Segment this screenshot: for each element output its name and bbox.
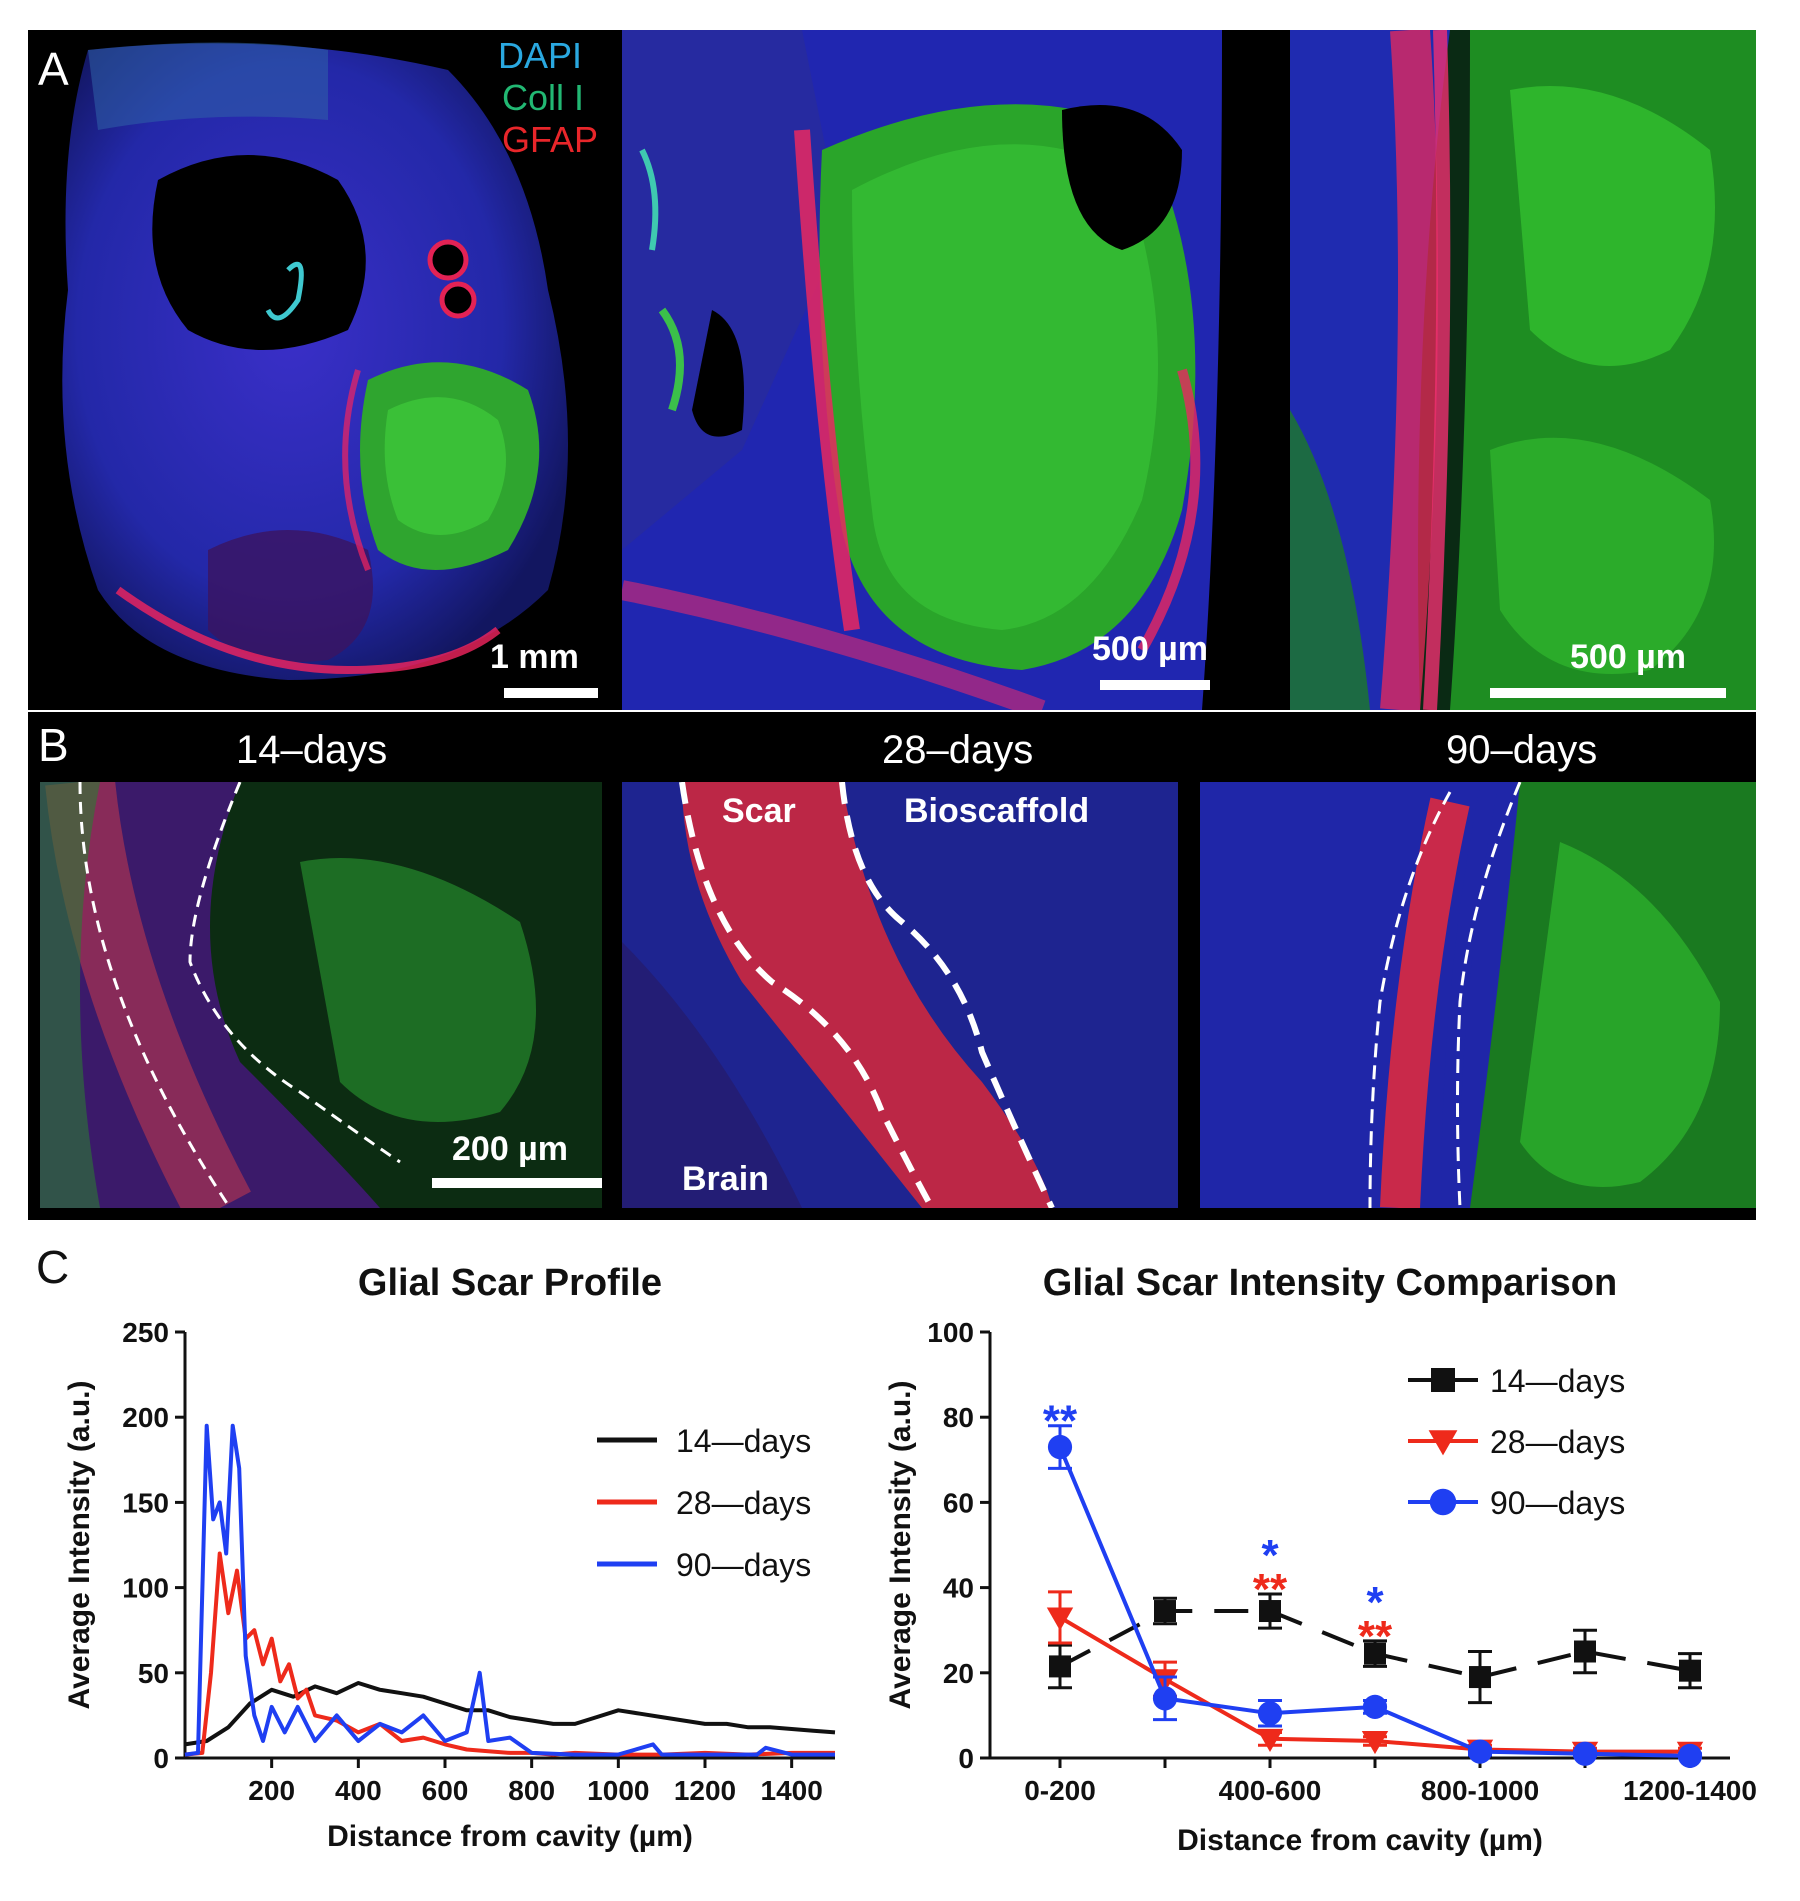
legend-label-3: 90—days bbox=[1490, 1485, 1625, 1521]
data-point-circle bbox=[1677, 1743, 1703, 1768]
data-point-square bbox=[1154, 1600, 1176, 1623]
data-point-circle bbox=[1362, 1694, 1388, 1719]
chart-title-glial-scar-intensity-comparison: Glial Scar Intensity Comparison bbox=[1042, 1262, 1618, 1304]
x-tick-label: 1200-1400 bbox=[1623, 1775, 1757, 1806]
scale-label-500um-2: 500 µm bbox=[1570, 638, 1686, 676]
legend-label-2: 28—days bbox=[676, 1485, 811, 1521]
legend-label-1: 14—days bbox=[1490, 1363, 1625, 1399]
panel-a-micrograph-2: 500 µm bbox=[622, 30, 1262, 710]
x-tick-label: 400 bbox=[335, 1775, 382, 1806]
x-tick-label: 1000 bbox=[587, 1775, 649, 1806]
data-point-square bbox=[1259, 1600, 1281, 1623]
glial-scar-profile-chart: 0 50 100 150 200 250 200 400 600 800 1000 1200 1400 D… bbox=[63, 1317, 836, 1853]
y-tick-label: 100 bbox=[927, 1317, 974, 1348]
legend-coll-i: Coll I bbox=[502, 77, 585, 118]
y-tick-label: 0 bbox=[958, 1743, 974, 1774]
y-tick-label: 80 bbox=[943, 1402, 974, 1433]
timepoint-label-14-days: 14–days bbox=[236, 728, 388, 772]
y-axis-title: Average Intensity (a.u.) bbox=[63, 1381, 96, 1710]
label-scar: Scar bbox=[722, 792, 796, 830]
data-point-square bbox=[1679, 1659, 1701, 1682]
data-point-square bbox=[1049, 1655, 1071, 1678]
legend-label-3: 90—days bbox=[676, 1547, 811, 1583]
x-axis-title: Distance from cavity (µm) bbox=[327, 1820, 693, 1853]
brain-section-overview-image bbox=[62, 42, 569, 681]
y-tick-label: 150 bbox=[122, 1487, 169, 1518]
timepoint-label-28-days: 28–days bbox=[882, 728, 1034, 772]
legend-marker-2 bbox=[1428, 1430, 1458, 1456]
x-tick-label: 600 bbox=[422, 1775, 469, 1806]
panel-a-micrograph-1: DAPI Coll I GFAP 1 mm bbox=[28, 30, 618, 710]
scale-bar-500um-1 bbox=[1100, 680, 1210, 690]
data-point-triangle-down bbox=[1046, 1607, 1074, 1631]
significance-marker: ** bbox=[1358, 1612, 1393, 1661]
glial-scar-intensity-comparison-chart: 0 20 40 60 80 100 0-200 400-600 800-1000 1200-140… bbox=[884, 1317, 1757, 1857]
y-tick-label: 50 bbox=[138, 1658, 169, 1689]
panel-b-micrograph-14-days: 200 µm bbox=[40, 782, 602, 1208]
significance-marker: ** bbox=[1043, 1397, 1078, 1446]
scar-border-zoom-image bbox=[1290, 30, 1756, 710]
legend-label-2: 28—days bbox=[1490, 1424, 1625, 1460]
significance-marker: * bbox=[1366, 1578, 1384, 1627]
legend-marker-3 bbox=[1429, 1488, 1457, 1516]
significance-marker: ** bbox=[1253, 1565, 1288, 1614]
data-point-circle bbox=[1257, 1701, 1283, 1726]
x-tick-label: 1400 bbox=[761, 1775, 823, 1806]
legend-label-1: 14—days bbox=[676, 1423, 811, 1459]
y-tick-label: 60 bbox=[943, 1487, 974, 1518]
x-tick-label: 200 bbox=[248, 1775, 295, 1806]
y-tick-label: 250 bbox=[122, 1317, 169, 1348]
data-point-square bbox=[1574, 1640, 1596, 1663]
x-tick-label: 1200 bbox=[674, 1775, 736, 1806]
data-point-triangle-down bbox=[1256, 1728, 1284, 1753]
legend-gfap: GFAP bbox=[502, 119, 599, 160]
scale-bar-1mm bbox=[504, 688, 598, 698]
bioscaffold-implant-image bbox=[622, 30, 1262, 710]
panel-letter-c: C bbox=[36, 1241, 70, 1293]
y-tick-label: 20 bbox=[943, 1658, 974, 1689]
y-tick-label: 40 bbox=[943, 1573, 974, 1604]
data-point-circle bbox=[1467, 1739, 1493, 1764]
scale-label-500um-1: 500 µm bbox=[1092, 630, 1208, 668]
data-point-square bbox=[1469, 1666, 1491, 1689]
scar-90-days-image bbox=[1200, 782, 1756, 1208]
chart-title-glial-scar-profile: Glial Scar Profile bbox=[357, 1262, 663, 1304]
scale-label-1mm: 1 mm bbox=[490, 638, 579, 676]
panel-letter-b: B bbox=[38, 719, 69, 771]
data-point-triangle-down bbox=[1361, 1731, 1389, 1755]
data-point-circle bbox=[1572, 1741, 1598, 1766]
significance-marker: * bbox=[1261, 1531, 1279, 1580]
x-tick-label: 0-200 bbox=[1024, 1775, 1096, 1806]
timepoint-label-90-days: 90–days bbox=[1446, 728, 1598, 772]
data-point-circle bbox=[1152, 1686, 1178, 1711]
label-bioscaffold: Bioscaffold bbox=[904, 792, 1090, 830]
panel-a-micrograph-3: 500 µm bbox=[1290, 30, 1756, 710]
y-tick-label: 0 bbox=[153, 1743, 169, 1774]
x-tick-label: 800 bbox=[508, 1775, 555, 1806]
scale-bar-200um bbox=[432, 1178, 602, 1188]
series-line-3 bbox=[184, 1423, 835, 1757]
legend-marker-1 bbox=[1431, 1368, 1455, 1392]
x-axis-title: Distance from cavity (µm) bbox=[1177, 1824, 1543, 1857]
panel-letter-a: A bbox=[38, 43, 69, 95]
y-tick-label: 100 bbox=[122, 1573, 169, 1604]
scar-28-days-image bbox=[622, 782, 1178, 1208]
scale-bar-500um-2 bbox=[1490, 688, 1726, 698]
x-tick-label: 800-1000 bbox=[1421, 1775, 1539, 1806]
scar-14-days-image bbox=[40, 782, 602, 1208]
panel-b-micrograph-28-days: Scar Bioscaffold Brain bbox=[622, 782, 1178, 1208]
panel-b-micrograph-90-days bbox=[1200, 782, 1756, 1208]
scale-label-200um: 200 µm bbox=[452, 1130, 568, 1168]
legend-dapi: DAPI bbox=[498, 35, 583, 76]
y-tick-label: 200 bbox=[122, 1402, 169, 1433]
data-point-square bbox=[1364, 1642, 1386, 1665]
x-tick-label: 400-600 bbox=[1219, 1775, 1322, 1806]
label-brain: Brain bbox=[682, 1160, 769, 1198]
y-axis-title: Average Intensity (a.u.) bbox=[884, 1381, 917, 1710]
series-line-1 bbox=[184, 1681, 836, 1747]
data-point-circle bbox=[1047, 1434, 1073, 1460]
